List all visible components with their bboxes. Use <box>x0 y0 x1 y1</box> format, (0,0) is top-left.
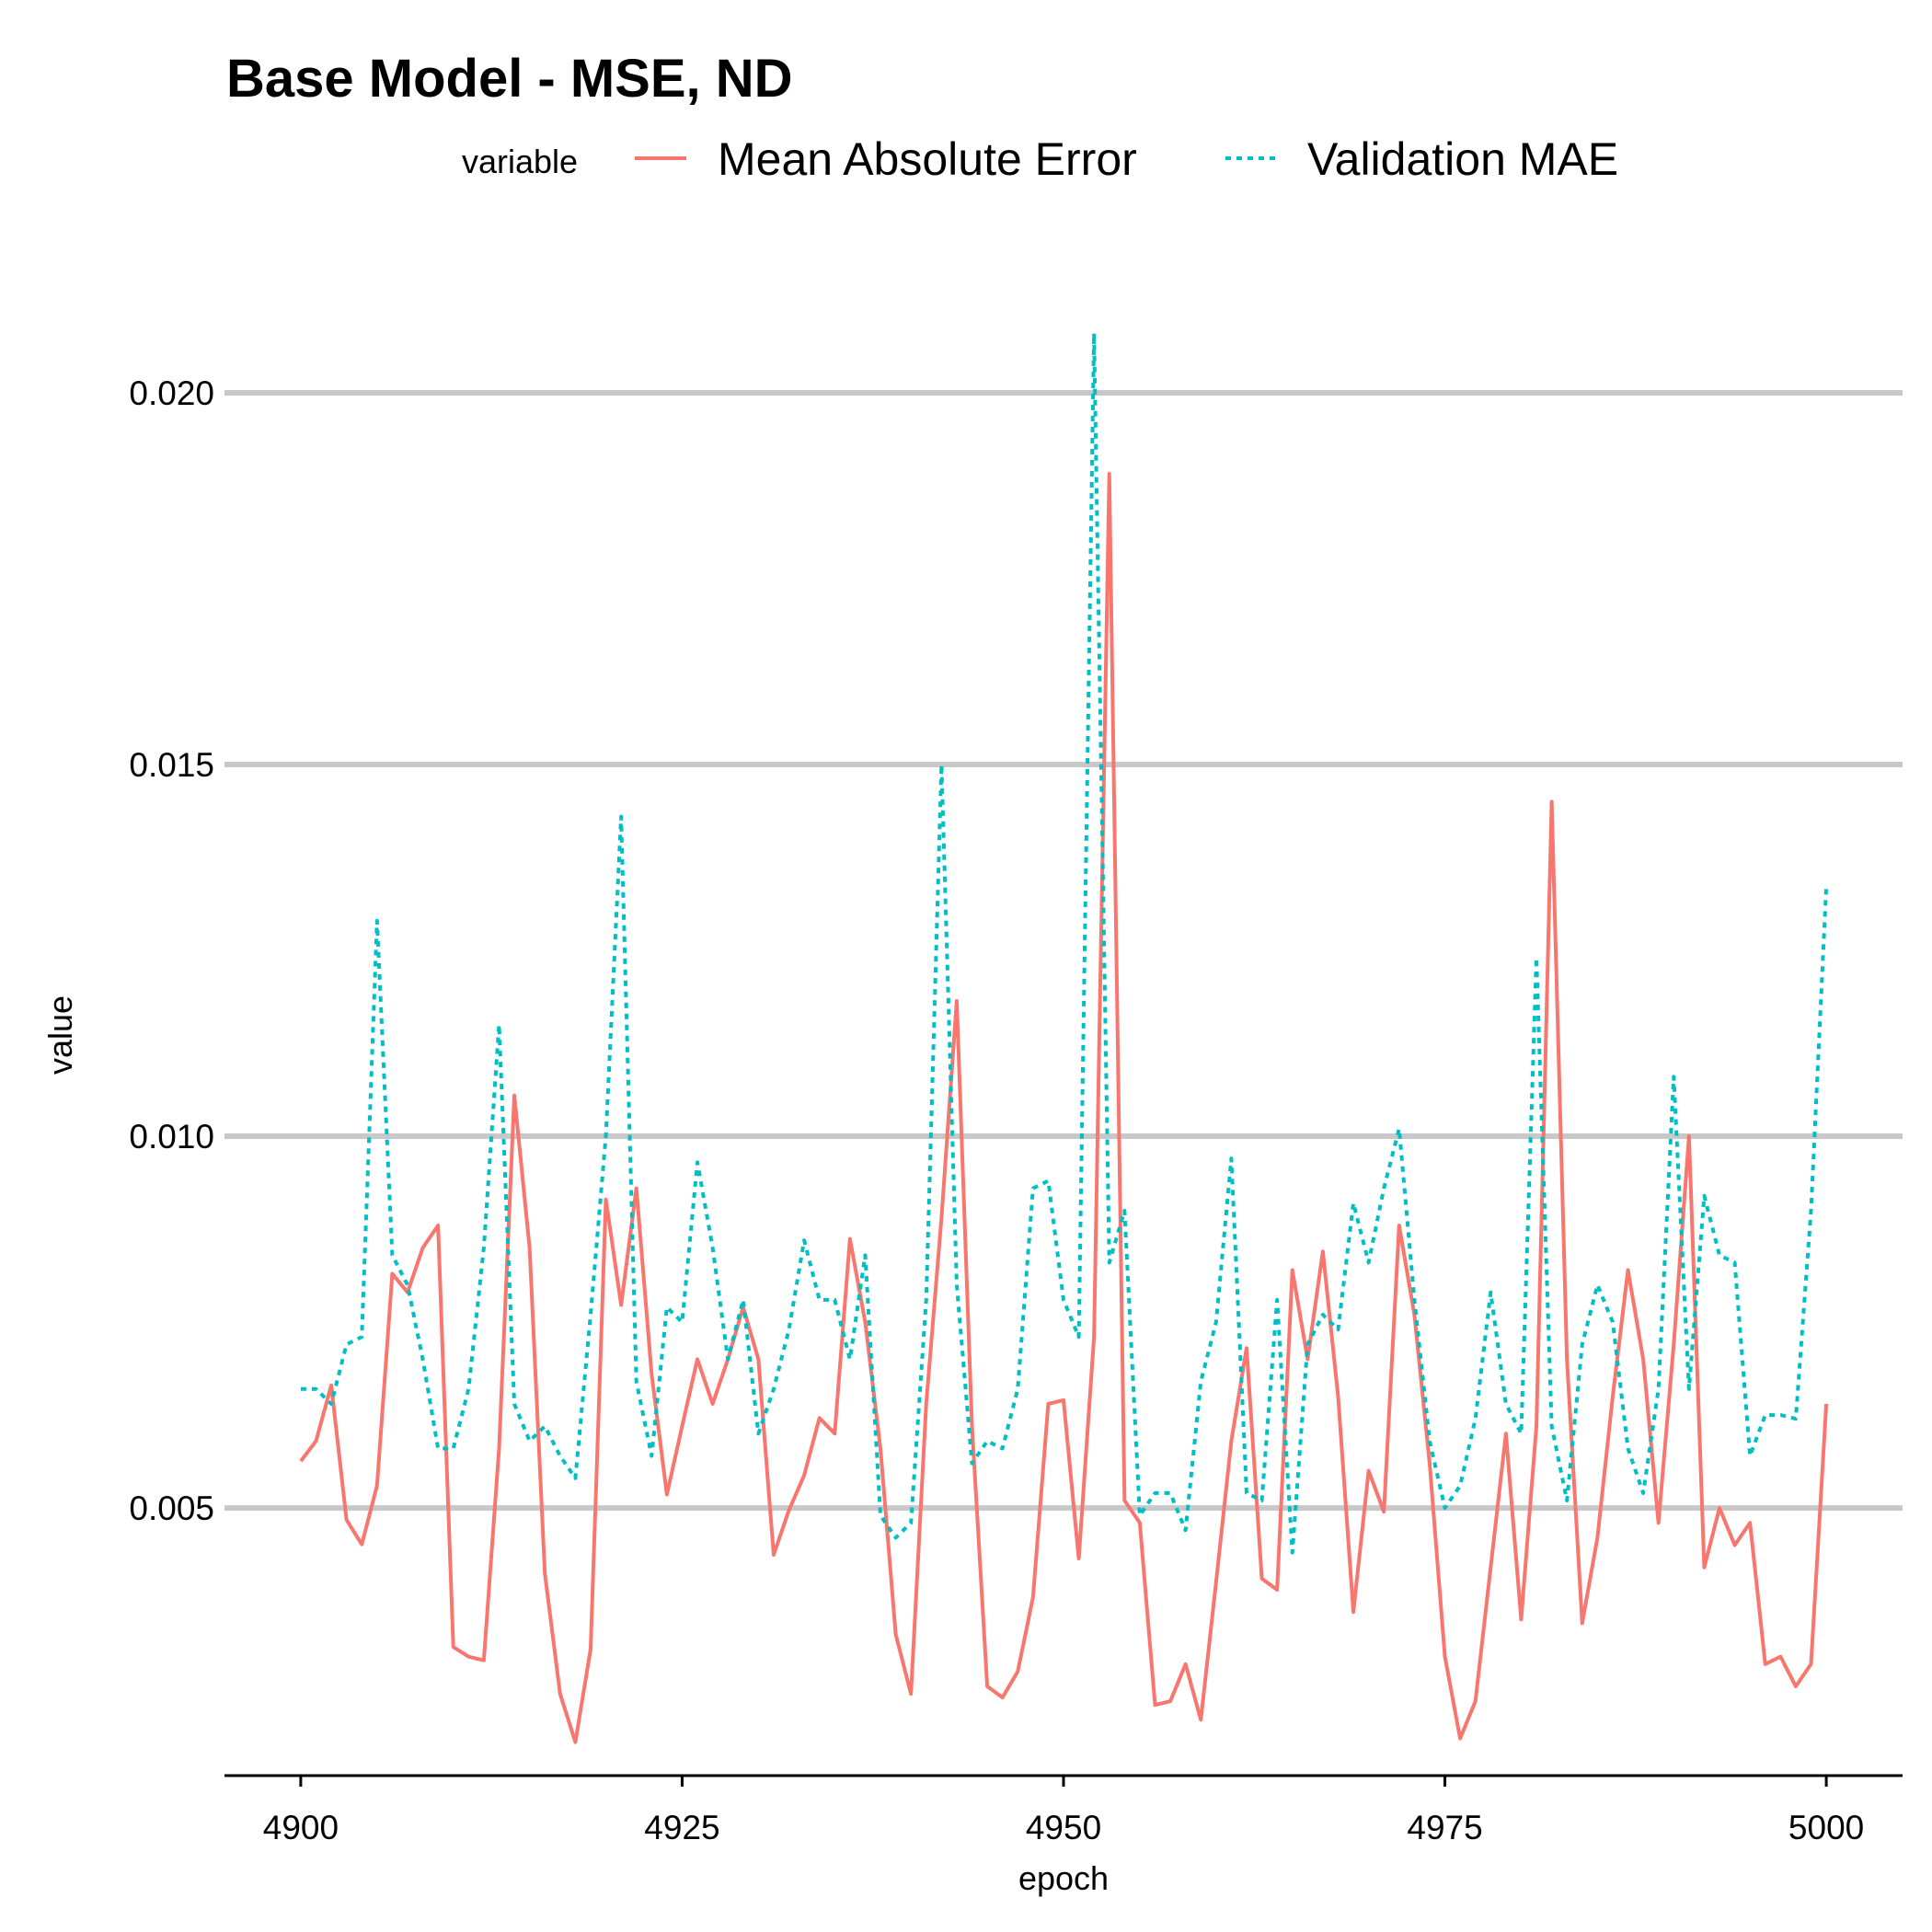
legend-label-1: Mean Absolute Error <box>718 133 1137 185</box>
legend-title: variable <box>462 143 578 180</box>
series-line-2 <box>300 331 1829 1555</box>
y-tick-label: 0.020 <box>129 374 214 412</box>
x-tick-label: 5000 <box>1788 1809 1864 1846</box>
legend-label-2: Validation MAE <box>1307 133 1618 185</box>
y-axis-ticks: 0.005 0.010 0.015 0.020 <box>129 374 214 1527</box>
x-tick-label: 4925 <box>644 1809 719 1846</box>
grid-lines <box>224 389 1903 1512</box>
series-line-1 <box>299 472 1829 1744</box>
x-tick-label: 4975 <box>1407 1809 1482 1846</box>
y-tick-label: 0.015 <box>129 746 214 784</box>
chart-title: Base Model - MSE, ND <box>226 49 793 109</box>
x-axis-title: epoch <box>1018 1859 1109 1897</box>
y-axis-title: value <box>41 995 79 1075</box>
x-axis-ticks: 4900 4925 4950 4975 5000 <box>263 1776 1864 1846</box>
series-layer <box>299 331 1829 1744</box>
y-tick-label: 0.010 <box>129 1118 214 1156</box>
y-tick-label: 0.005 <box>129 1489 214 1527</box>
x-tick-label: 4950 <box>1026 1809 1101 1846</box>
legend: variable Mean Absolute Error Validation M… <box>462 133 1618 185</box>
x-tick-label: 4900 <box>263 1809 339 1846</box>
